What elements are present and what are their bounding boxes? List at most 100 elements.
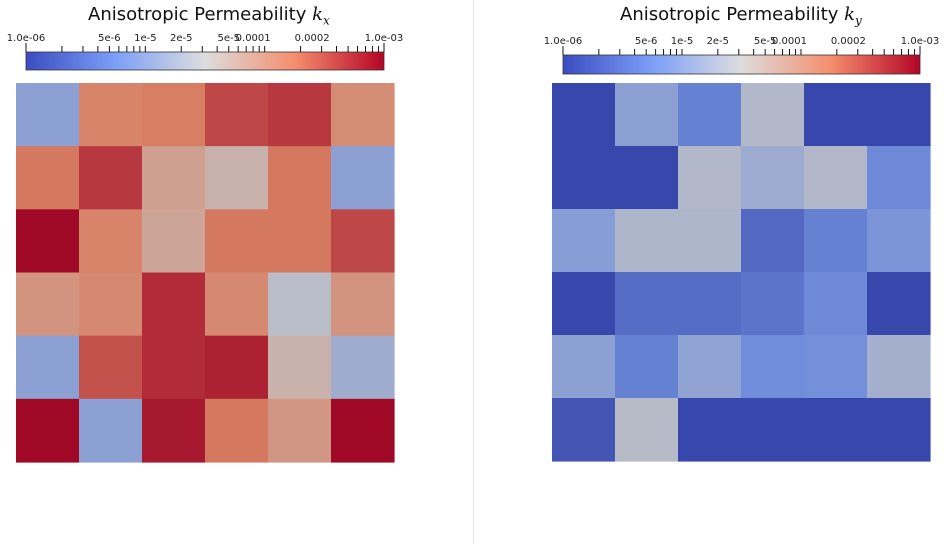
heatmap-cell bbox=[79, 335, 143, 400]
heatmap-cell bbox=[867, 272, 931, 336]
heatmap-cell bbox=[331, 209, 395, 274]
heatmap-cell bbox=[741, 209, 805, 273]
heatmap-cell bbox=[678, 335, 742, 399]
chart-title-symbol: k bbox=[312, 4, 324, 25]
heatmap-cell bbox=[79, 209, 143, 274]
panel-divider bbox=[473, 0, 474, 544]
colorbar-tick-label: 5e-5 bbox=[217, 33, 240, 44]
heatmap-cell bbox=[867, 146, 931, 210]
heatmap-cell bbox=[552, 83, 616, 147]
colorbar-tick-label: 2e-5 bbox=[707, 36, 730, 47]
heatmap-cell bbox=[741, 272, 805, 336]
heatmap-cell bbox=[615, 335, 679, 399]
heatmap-cell bbox=[142, 146, 206, 210]
chart-title-subscript: y bbox=[855, 13, 862, 28]
heatmap-cell bbox=[79, 146, 143, 210]
colorbar-min-label: 1.0e-06 bbox=[544, 36, 582, 47]
colorbar-tick-label: 0.0001 bbox=[236, 33, 271, 44]
heatmap-cell bbox=[615, 272, 679, 336]
heatmap-cell bbox=[205, 272, 269, 337]
heatmap-cell bbox=[331, 398, 395, 463]
heatmap-cell bbox=[552, 398, 616, 462]
heatmap-cell bbox=[268, 146, 332, 210]
heatmap-cell bbox=[268, 335, 332, 400]
colorbar-tick-label: 5e-6 bbox=[635, 36, 658, 47]
heatmap-cell bbox=[678, 209, 742, 273]
heatmap-cell bbox=[16, 272, 80, 337]
chart-title-symbol: k bbox=[844, 4, 856, 25]
heatmap-cell bbox=[268, 398, 332, 463]
heatmap-ky: 1.0e-06 1.0e-03 5e-6 1e-5 2e-5 5e-50.0001 0.00… bbox=[544, 36, 939, 462]
heatmap-cell bbox=[205, 83, 269, 147]
heatmap-cell bbox=[867, 209, 931, 273]
heatmap-kx: 1.0e-06 1.0e-03 5e-6 1e-5 2e-5 5e-50.0001 0.00… bbox=[7, 33, 403, 463]
heatmap-cell bbox=[804, 83, 868, 147]
heatmap-cell bbox=[16, 209, 80, 274]
colorbar-tick-label: 5e-5 bbox=[754, 36, 777, 47]
colorbar-tick-label: 2e-5 bbox=[170, 33, 193, 44]
heatmap-cell bbox=[741, 335, 805, 399]
colorbar-tick-label: 0.0002 bbox=[831, 36, 866, 47]
heatmap-cell bbox=[331, 335, 395, 400]
heatmap-cell bbox=[804, 335, 868, 399]
heatmap-cell bbox=[741, 83, 805, 147]
chart-panel-kx: Anisotropic Permeability kx 1.0e-06 1.0e-… bbox=[0, 0, 473, 544]
colorbar bbox=[562, 54, 921, 75]
heatmap-cell bbox=[79, 272, 143, 337]
heatmap-cell bbox=[268, 272, 332, 337]
heatmap-cell bbox=[16, 398, 80, 463]
heatmap-cell bbox=[205, 398, 269, 463]
heatmap-cell bbox=[205, 146, 269, 210]
heatmap-cell bbox=[804, 146, 868, 210]
heatmap-cell bbox=[142, 335, 206, 400]
heatmap-cell bbox=[331, 146, 395, 210]
heatmap-cell bbox=[552, 146, 616, 210]
chart-panel-ky: Anisotropic Permeability ky 1.0e-06 1.0e-… bbox=[475, 0, 948, 544]
heatmap-cell bbox=[804, 209, 868, 273]
chart-title-kx: Anisotropic Permeability kx bbox=[88, 4, 330, 28]
colorbar-tick-label: 0.0001 bbox=[772, 36, 807, 47]
heatmap-cell bbox=[804, 398, 868, 462]
heatmap-cell bbox=[331, 272, 395, 337]
heatmap-cell bbox=[16, 335, 80, 400]
colorbar-max-label: 1.0e-03 bbox=[901, 36, 939, 47]
heatmap-cell bbox=[79, 83, 143, 147]
heatmap-cell bbox=[867, 335, 931, 399]
heatmap-cell bbox=[142, 83, 206, 147]
heatmap-cell bbox=[804, 272, 868, 336]
heatmap-cell bbox=[552, 335, 616, 399]
heatmap-cell bbox=[678, 398, 742, 462]
chart-title-ky: Anisotropic Permeability ky bbox=[620, 4, 862, 28]
chart-title-text: Anisotropic Permeability bbox=[620, 4, 839, 25]
heatmap-cell bbox=[741, 146, 805, 210]
colorbar-max-label: 1.0e-03 bbox=[365, 33, 403, 44]
heatmap-cell bbox=[268, 209, 332, 274]
heatmap-cell bbox=[16, 83, 80, 147]
heatmap-cell bbox=[552, 209, 616, 273]
heatmap-cell bbox=[678, 272, 742, 336]
chart-title-text: Anisotropic Permeability bbox=[88, 4, 307, 25]
heatmap-cell bbox=[615, 83, 679, 147]
heatmap-cell bbox=[142, 209, 206, 274]
heatmap-cell bbox=[205, 335, 269, 400]
heatmap-cell bbox=[867, 83, 931, 147]
colorbar-min-label: 1.0e-06 bbox=[7, 33, 45, 44]
heatmap-cell bbox=[16, 146, 80, 210]
heatmap-cell bbox=[615, 209, 679, 273]
heatmap-cell bbox=[741, 398, 805, 462]
colorbar-tick-label: 1e-5 bbox=[671, 36, 694, 47]
heatmap-cell bbox=[205, 209, 269, 274]
heatmap-cell bbox=[678, 83, 742, 147]
heatmap-cell bbox=[79, 398, 143, 463]
heatmap-cell bbox=[678, 146, 742, 210]
heatmap-cell bbox=[331, 83, 395, 147]
heatmap-cell bbox=[615, 146, 679, 210]
colorbar-tick-label: 1e-5 bbox=[134, 33, 157, 44]
heatmap-cell bbox=[268, 83, 332, 147]
heatmap-cell bbox=[142, 272, 206, 337]
heatmap-cell bbox=[867, 398, 931, 462]
colorbar bbox=[25, 51, 385, 71]
chart-title-subscript: x bbox=[323, 13, 330, 28]
heatmap-cell bbox=[552, 272, 616, 336]
colorbar-tick-label: 0.0002 bbox=[295, 33, 330, 44]
